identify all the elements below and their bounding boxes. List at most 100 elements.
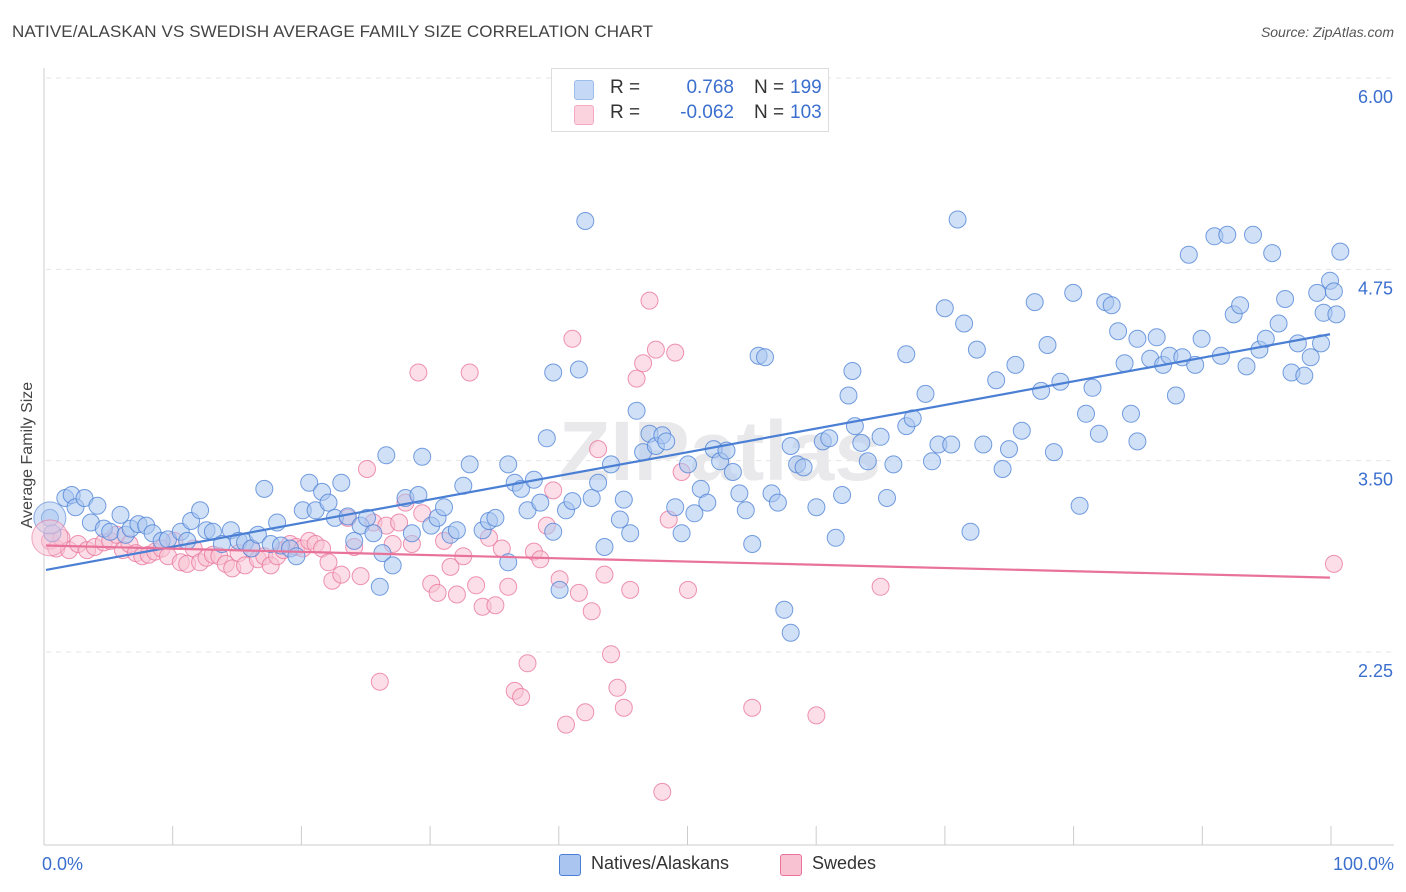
swede-point: [646, 340, 665, 359]
legend-r-value: -0.062: [680, 102, 734, 123]
swede-point: [428, 583, 447, 602]
swede-point: [332, 565, 351, 584]
native-point: [1077, 404, 1095, 423]
native-point: [948, 210, 967, 229]
native-point: [826, 528, 845, 547]
native-point: [191, 501, 210, 520]
native-point: [666, 498, 685, 517]
native-point: [1192, 329, 1211, 348]
swede-point: [608, 678, 627, 697]
swede-point: [319, 553, 338, 572]
swede-point: [621, 580, 640, 599]
native-point: [1269, 314, 1288, 333]
swede-point: [409, 363, 428, 382]
native-point: [383, 556, 402, 575]
native-point: [287, 547, 306, 566]
swede-point: [627, 369, 646, 388]
swede-point: [512, 688, 531, 706]
native-point: [447, 521, 466, 540]
native-point: [550, 580, 569, 599]
y-tick-label: 3.50: [1358, 470, 1393, 490]
swede-point: [871, 577, 890, 596]
native-point: [884, 455, 903, 474]
data-points: [31, 210, 1350, 801]
native-point: [1038, 336, 1057, 354]
native-point: [435, 498, 453, 517]
swede-point: [807, 706, 826, 725]
swede-point: [441, 557, 460, 576]
native-point: [974, 435, 993, 454]
native-point: [1166, 386, 1185, 405]
native-point: [781, 623, 800, 642]
axes: [43, 68, 1394, 846]
swede-point: [563, 329, 582, 348]
native-point: [544, 363, 563, 382]
native-point: [1288, 334, 1307, 353]
native-point: [781, 437, 800, 455]
native-point: [569, 360, 588, 379]
swede-point: [358, 460, 376, 478]
native-point: [878, 489, 896, 507]
native-point: [345, 531, 364, 550]
swede-point: [640, 291, 659, 310]
native-point: [1147, 328, 1166, 347]
native-point: [723, 463, 742, 481]
native-point: [409, 486, 428, 504]
trend-lines: [45, 333, 1331, 579]
native-point: [768, 493, 787, 512]
native-point: [111, 505, 130, 524]
swede-trend-line: [45, 544, 1331, 579]
native-point: [364, 524, 383, 543]
native-point: [1295, 366, 1314, 385]
swede-point: [518, 654, 537, 673]
native-point: [916, 384, 935, 403]
native-point: [743, 535, 762, 553]
swede-point: [31, 519, 69, 557]
legend-label-natives: Natives/Alaskans: [591, 853, 730, 873]
native-point: [610, 510, 629, 529]
native-point: [843, 362, 862, 380]
native-point: [657, 432, 676, 451]
native-point: [833, 486, 852, 504]
swede-point: [614, 698, 633, 717]
native-point: [775, 600, 794, 619]
native-point: [1122, 404, 1140, 423]
native-point: [967, 340, 986, 359]
swede-point: [582, 602, 601, 621]
legend-swatch-swedes: [780, 854, 802, 876]
native-point: [672, 524, 691, 543]
y-tick-label: 4.75: [1358, 278, 1393, 298]
swede-point: [447, 585, 466, 604]
legend-r-label: R =: [610, 102, 641, 123]
native-point: [1006, 355, 1025, 374]
native-point: [402, 524, 421, 543]
native-point: [858, 452, 877, 471]
native-point: [1083, 378, 1102, 397]
native-point: [794, 458, 813, 477]
native-point: [736, 501, 755, 520]
legend-n-label: N =: [754, 77, 785, 98]
swede-point: [595, 565, 614, 584]
native-point: [679, 455, 697, 474]
native-point: [1044, 443, 1063, 462]
native-point: [1064, 283, 1083, 302]
native-point: [377, 446, 396, 465]
legend-swatch-swedes: [574, 105, 594, 125]
native-point: [1032, 381, 1051, 400]
swede-point: [602, 645, 620, 664]
native-point: [1244, 225, 1262, 244]
native-point: [486, 508, 505, 527]
native-point: [1218, 225, 1237, 244]
native-point: [839, 386, 858, 405]
swede-point: [486, 596, 505, 615]
native-point: [935, 299, 954, 318]
swede-point: [576, 703, 595, 722]
swede-point: [589, 440, 608, 459]
native-point: [955, 314, 974, 333]
native-point: [1308, 283, 1327, 302]
native-point: [942, 435, 961, 454]
native-point: [178, 531, 197, 550]
legend-r-value: 0.768: [686, 77, 734, 98]
native-point: [993, 460, 1012, 478]
